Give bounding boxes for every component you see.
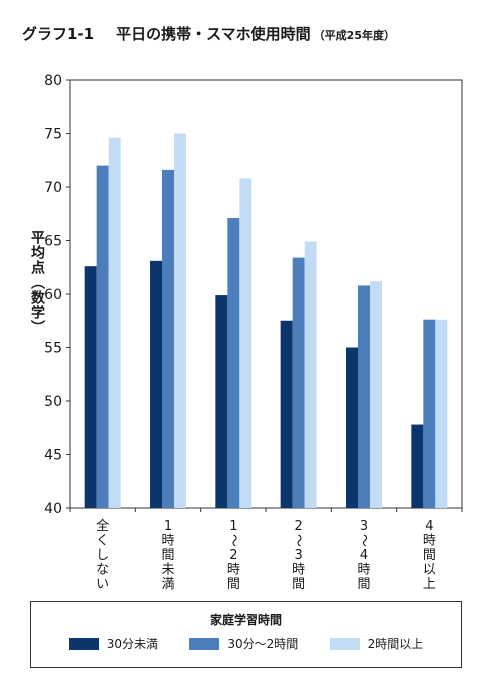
y-tick-label: 40: [44, 501, 62, 517]
x-tick-label-char: 未: [161, 563, 174, 578]
legend-item: 30分未満: [68, 635, 158, 652]
bar: [423, 319, 436, 508]
chart-title: グラフ1-1 平日の携帯・スマホ使用時間 （平成25年度）: [22, 23, 395, 44]
bar: [215, 295, 228, 508]
legend-label: 30分未満: [106, 637, 158, 651]
legend-items: 30分未満 30分〜2時間 2時間以上: [31, 635, 461, 652]
x-tick-label-char: 間: [357, 577, 370, 592]
x-tick-label-char: 〜: [225, 534, 240, 547]
x-tick-label-char: 以: [423, 563, 436, 578]
y-tick-label: 55: [44, 341, 62, 357]
legend-swatch: [329, 637, 360, 650]
x-tick-label-char: 〜: [291, 534, 306, 547]
x-tick-label-char: 2: [295, 519, 303, 534]
bar: [227, 218, 240, 508]
x-tick-label-char: 間: [423, 548, 436, 563]
bar: [411, 424, 424, 508]
bar: [162, 169, 174, 508]
y-tick-label: 45: [44, 448, 62, 464]
bar: [239, 178, 252, 508]
legend-title: 家庭学習時間: [209, 613, 282, 627]
y-axis-label: 平均点（数学）: [29, 230, 45, 335]
legend-label: 2時間以上: [367, 637, 424, 651]
bar: [370, 281, 382, 508]
bar: [108, 137, 121, 508]
legend-label: 30分〜2時間: [227, 637, 299, 651]
bar-chart: 404550556065707580全くしない1時間未満1〜2時間2〜3時間3〜…: [44, 73, 463, 592]
x-tick-label-char: 2: [229, 548, 237, 563]
x-tick-label-char: 1: [229, 519, 237, 534]
x-tick-label-char: 3: [295, 548, 303, 563]
bar: [150, 260, 162, 508]
x-tick-label-char: な: [96, 563, 109, 578]
x-tick-label-char: し: [96, 548, 109, 563]
x-tick-label-char: く: [96, 534, 109, 549]
bar: [346, 347, 358, 508]
bar: [435, 319, 448, 508]
graph-number: グラフ1-1: [22, 25, 95, 43]
x-tick-label-char: 上: [423, 577, 436, 592]
x-tick-label-char: 満: [161, 577, 174, 592]
x-tick-label-char: 全: [96, 518, 109, 534]
bar: [280, 320, 293, 508]
x-tick-label-char: い: [96, 577, 109, 592]
y-tick-label: 65: [44, 234, 62, 250]
x-tick-label-char: 4: [425, 519, 433, 534]
legend-swatch: [68, 637, 99, 650]
x-tick-label-char: 1: [164, 519, 172, 534]
title-subtitle: （平成25年度）: [313, 29, 395, 42]
x-tick-label-char: 時: [423, 534, 436, 549]
legend-item: 2時間以上: [329, 635, 424, 652]
x-tick-label-char: 間: [227, 577, 240, 592]
plot-frame: [69, 79, 463, 509]
y-tick-label: 50: [44, 394, 62, 410]
legend-swatch: [189, 637, 220, 650]
bar: [292, 257, 305, 508]
x-tick-label-char: 間: [292, 577, 305, 592]
x-tick-label-char: 3: [360, 519, 368, 534]
x-tick-label-char: 4: [360, 548, 368, 563]
x-tick-label-char: 時: [357, 563, 370, 578]
title-main: 平日の携帯・スマホ使用時間: [116, 25, 311, 43]
legend: 家庭学習時間 30分未満 30分〜2時間 2時間以上: [30, 601, 462, 668]
x-tick-label-char: 時: [292, 563, 305, 578]
bar: [96, 165, 109, 508]
legend-item: 30分〜2時間: [189, 635, 298, 652]
x-tick-label-char: 時: [227, 563, 240, 578]
y-tick-label: 75: [44, 127, 62, 143]
y-tick-label: 80: [44, 73, 62, 89]
x-tick-label-char: 間: [161, 548, 174, 563]
bar: [84, 266, 97, 508]
x-tick-label-char: 時: [161, 534, 174, 549]
bar: [358, 285, 370, 508]
y-tick-label: 70: [44, 180, 62, 196]
bar: [174, 133, 186, 508]
y-tick-label: 60: [44, 287, 62, 303]
x-tick-label-char: 〜: [356, 534, 371, 547]
bar: [304, 241, 317, 508]
